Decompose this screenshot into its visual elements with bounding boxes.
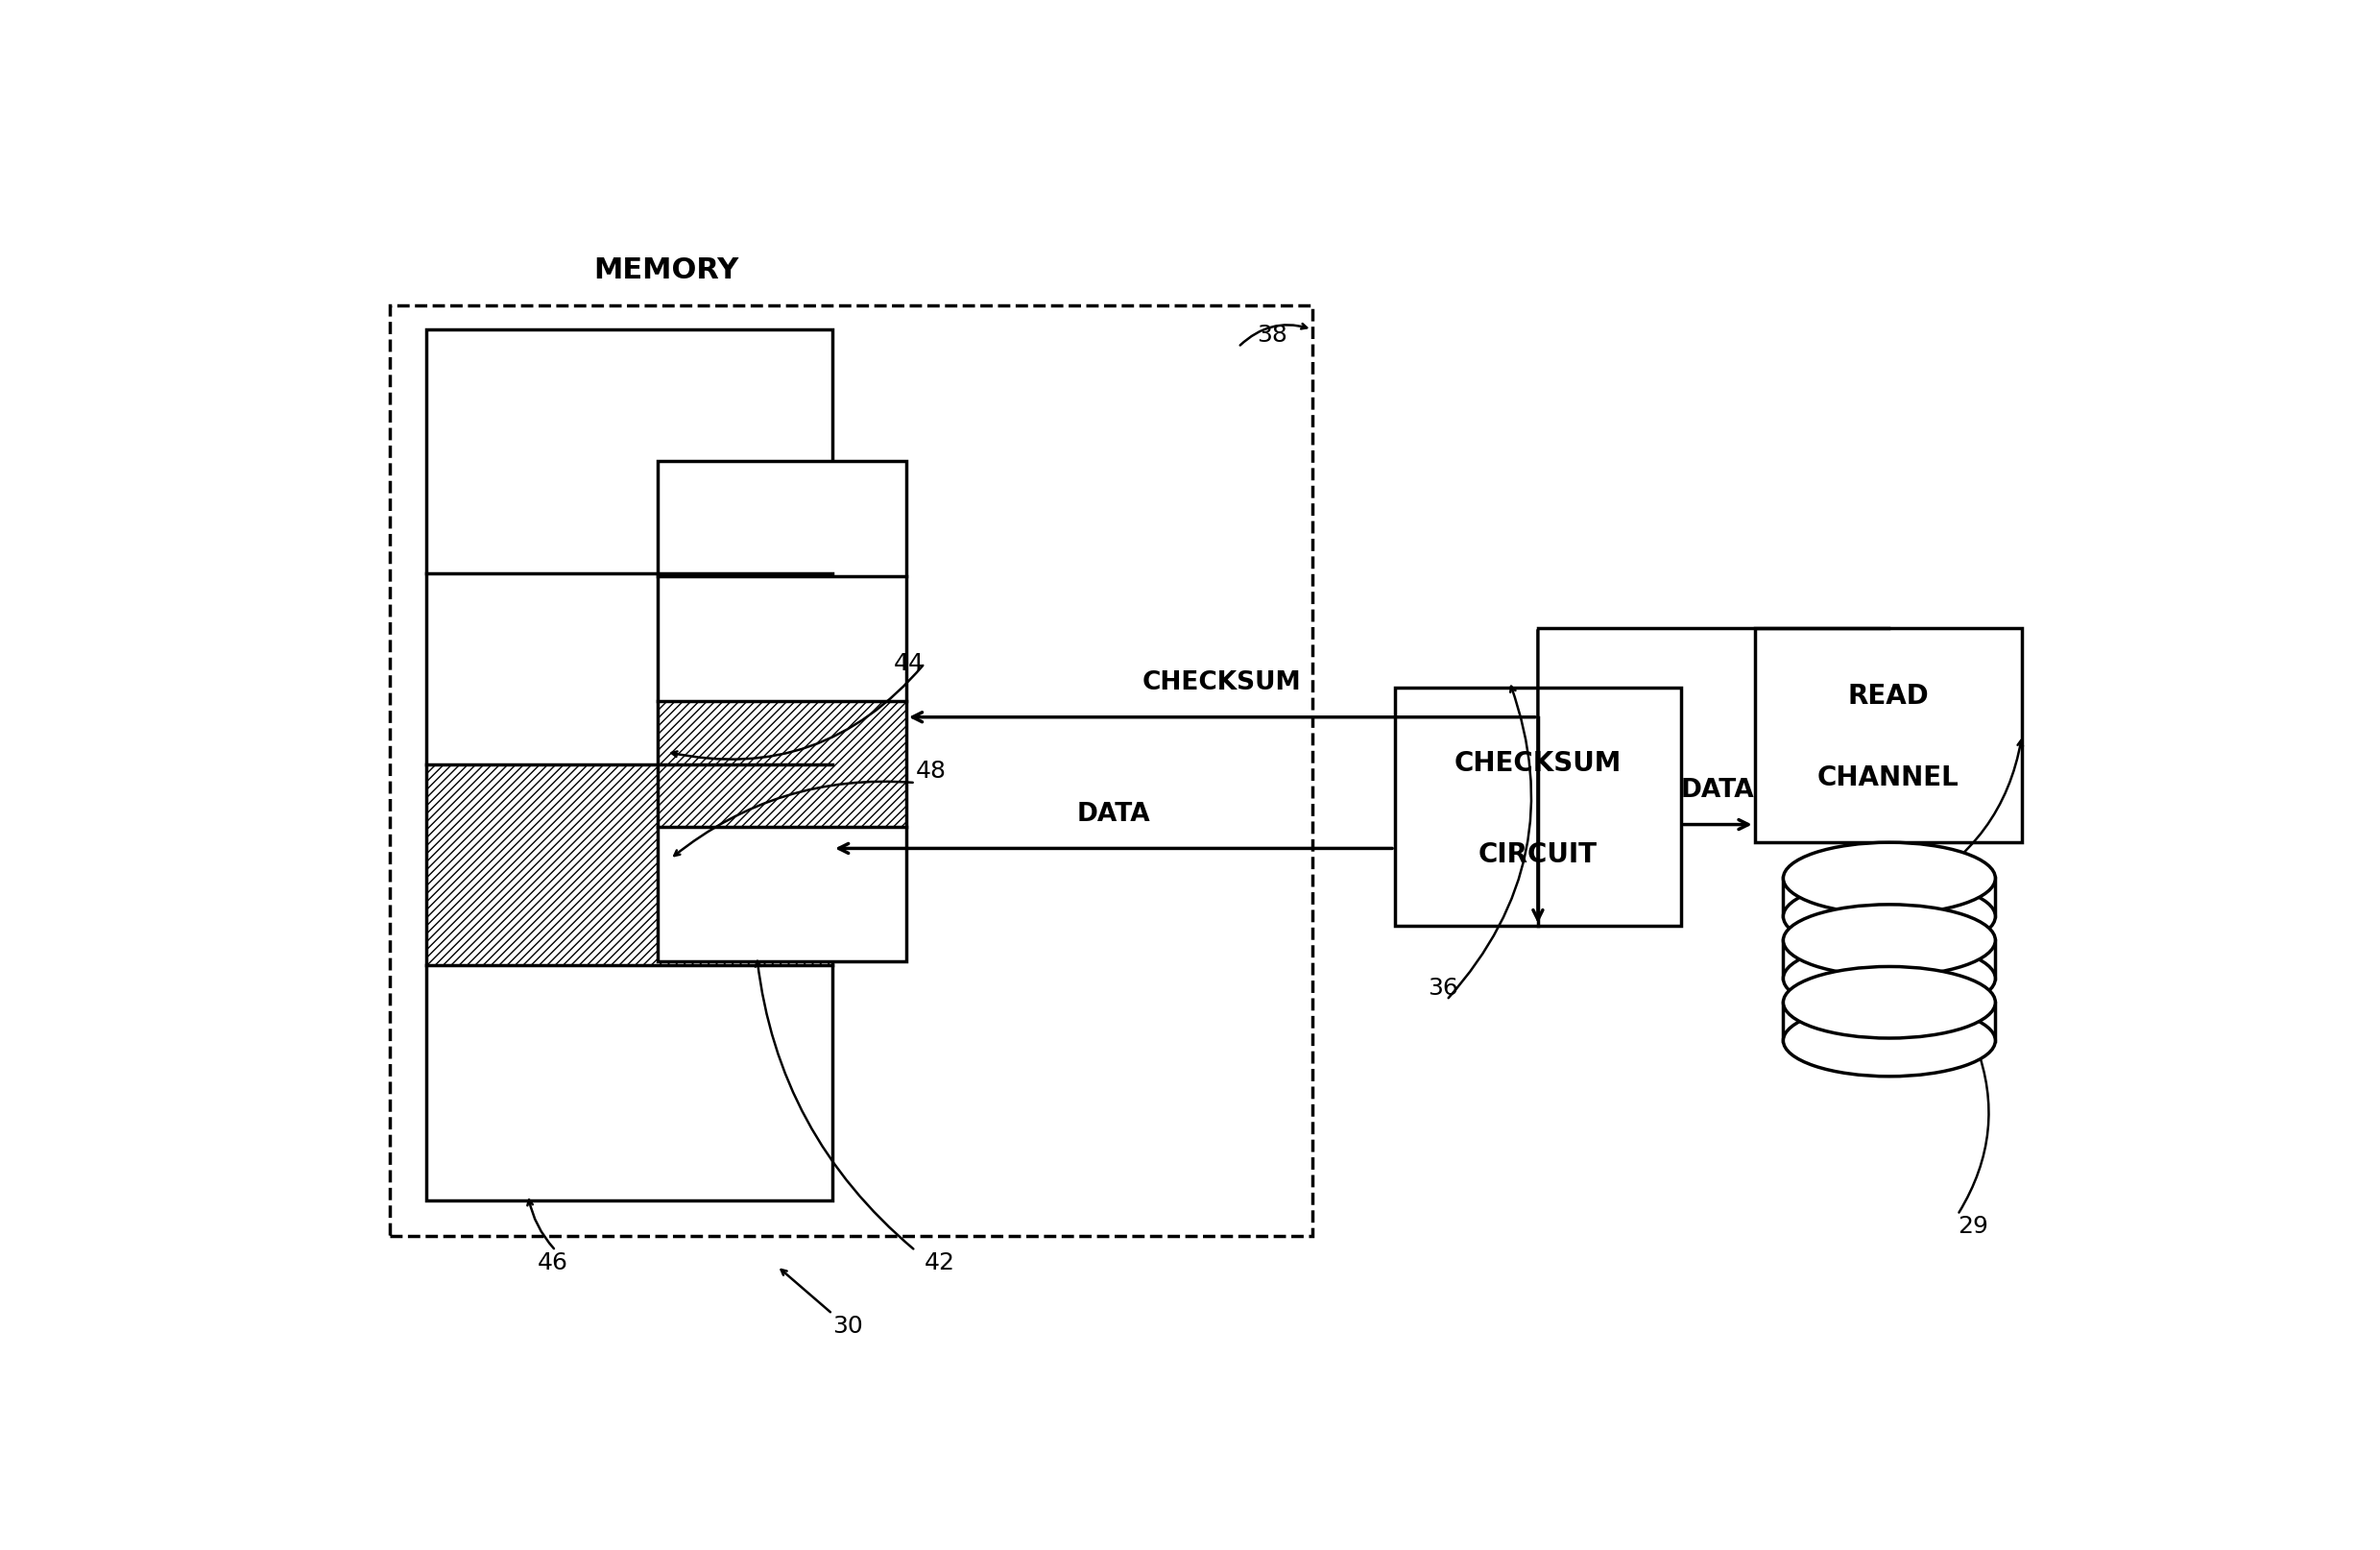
Ellipse shape — [1783, 1004, 1994, 1076]
Text: 30: 30 — [833, 1314, 864, 1338]
Text: READ: READ — [1847, 684, 1930, 710]
Ellipse shape — [1783, 905, 1994, 976]
Text: DATA: DATA — [1076, 801, 1150, 826]
Text: 36: 36 — [1428, 977, 1459, 1000]
Text: 32: 32 — [1899, 870, 1930, 893]
Bar — [1754, 628, 2023, 843]
Bar — [657, 460, 907, 961]
Text: 44: 44 — [895, 653, 923, 674]
Text: 42: 42 — [923, 1251, 954, 1274]
Ellipse shape — [1783, 967, 1994, 1039]
Text: DATA: DATA — [1680, 778, 1754, 803]
Bar — [1395, 687, 1680, 925]
Text: 38: 38 — [1257, 324, 1288, 347]
Bar — [426, 764, 833, 966]
Bar — [426, 329, 833, 1200]
Bar — [657, 701, 907, 826]
Text: 46: 46 — [538, 1251, 569, 1274]
Text: MEMORY: MEMORY — [593, 256, 740, 284]
Ellipse shape — [1783, 942, 1994, 1014]
Bar — [1783, 879, 1994, 916]
Text: CIRCUIT: CIRCUIT — [1478, 842, 1597, 868]
Text: CHECKSUM: CHECKSUM — [1454, 750, 1621, 777]
Bar — [1783, 1003, 1994, 1040]
Text: CHANNEL: CHANNEL — [1818, 764, 1959, 792]
Bar — [390, 305, 1311, 1237]
Bar — [1783, 941, 1994, 978]
Text: CHECKSUM: CHECKSUM — [1142, 671, 1302, 696]
Text: 48: 48 — [916, 760, 947, 783]
Text: 29: 29 — [1956, 1215, 1987, 1238]
Ellipse shape — [1783, 843, 1994, 914]
Ellipse shape — [1783, 880, 1994, 952]
